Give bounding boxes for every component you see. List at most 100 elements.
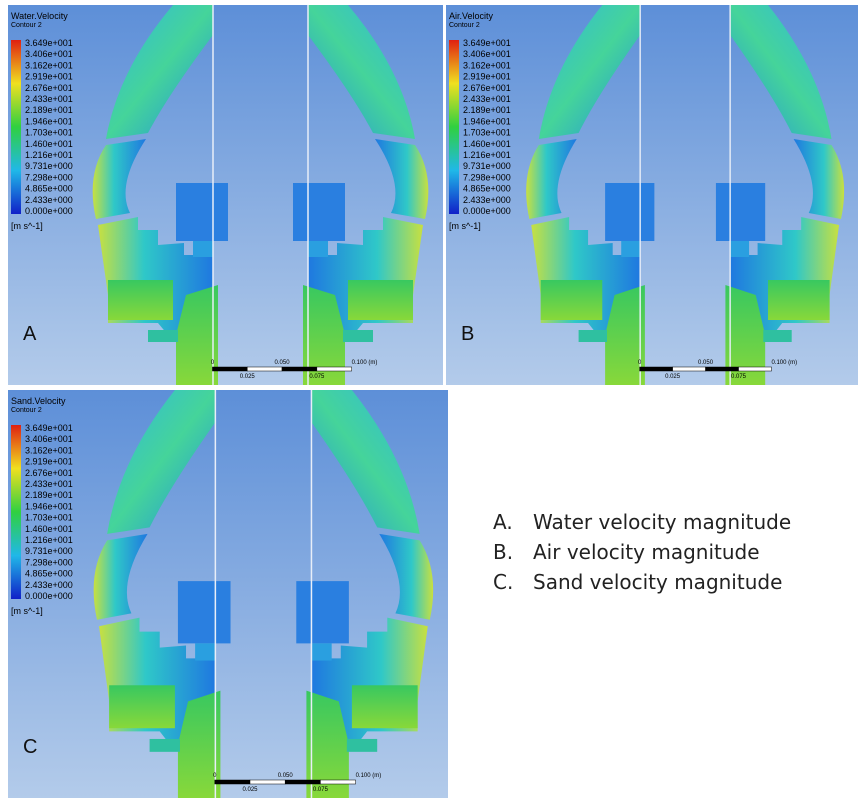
legend-title: Sand.Velocity [11, 396, 66, 406]
scale-label: 0.100 (m) [771, 360, 797, 366]
legend-label: 2.433e+001 [25, 94, 73, 104]
legend-label: 1.460e+001 [25, 139, 73, 149]
legend-subtitle: Contour 2 [449, 22, 480, 29]
legend-label: 2.189e+001 [25, 105, 73, 115]
scale-bar-segment [317, 367, 352, 371]
legend-label: 2.433e+000 [25, 195, 73, 205]
legend-label: 4.865e+000 [25, 184, 73, 194]
legend-label: 1.946e+001 [25, 501, 73, 511]
legend-label: 2.433e+001 [25, 479, 73, 489]
legend-label: 7.298e+000 [463, 172, 511, 182]
scale-bar-segment [739, 367, 772, 371]
legend-label: 3.162e+001 [463, 60, 511, 70]
scale-bar-segment [285, 780, 320, 784]
panel-letter: C [23, 736, 37, 758]
legend-label: 1.703e+001 [25, 513, 73, 523]
scale-label: 0.025 [242, 787, 258, 793]
legend-label: 2.433e+000 [463, 195, 511, 205]
scale-label: 0.025 [665, 374, 681, 380]
caption-marker: B. [493, 540, 513, 564]
scale-label: 0.050 [698, 360, 714, 366]
scale-label: 0.025 [240, 374, 256, 380]
flow-geometry [8, 390, 448, 798]
legend-label: 3.406e+001 [463, 49, 511, 59]
legend-label: 3.162e+001 [25, 60, 73, 70]
legend-label: 9.731e+000 [25, 546, 73, 556]
caption-text: Sand velocity magnitude [533, 570, 782, 594]
legend-label: 1.703e+001 [25, 128, 73, 138]
color-bar [11, 425, 21, 599]
scale-bar-segment [247, 367, 282, 371]
scale-bar-segment [282, 367, 317, 371]
panel-letter: B [461, 323, 474, 345]
legend-label: 0.000e+000 [25, 206, 73, 216]
scale-bar-segment [212, 367, 247, 371]
caption-text: Air velocity magnitude [533, 540, 760, 564]
scale-bar-segment [673, 367, 706, 371]
scale-label: 0.100 (m) [356, 773, 382, 779]
legend-label: 3.162e+001 [25, 445, 73, 455]
legend-label: 2.189e+001 [25, 490, 73, 500]
legend-label: 2.676e+001 [25, 83, 73, 93]
legend-label: 4.865e+000 [25, 569, 73, 579]
legend-label: 1.946e+001 [463, 116, 511, 126]
legend-label: 9.731e+000 [25, 161, 73, 171]
legend-label: 1.703e+001 [463, 128, 511, 138]
scale-bar-segment [640, 367, 673, 371]
legend-label: 0.000e+000 [25, 591, 73, 601]
color-bar [449, 40, 459, 214]
legend-label: 9.731e+000 [463, 161, 511, 171]
scale-label: 0.050 [275, 360, 291, 366]
scale-label: 0.075 [731, 374, 747, 380]
scale-label: 0.100 (m) [352, 360, 378, 366]
legend-label: 2.189e+001 [463, 105, 511, 115]
caption-marker: C. [493, 570, 513, 594]
legend-title: Air.Velocity [449, 11, 494, 21]
legend-label: 2.433e+000 [25, 580, 73, 590]
scale-label: 0.075 [309, 374, 325, 380]
legend-label: 1.946e+001 [25, 116, 73, 126]
legend-label: 3.649e+001 [25, 423, 73, 433]
legend-label: 2.919e+001 [463, 72, 511, 82]
legend-subtitle: Contour 2 [11, 22, 42, 29]
legend-subtitle: Contour 2 [11, 407, 42, 414]
scale-bar-segment [250, 780, 285, 784]
caption: A. Water velocity magnitude B. Air veloc… [493, 510, 791, 594]
legend-label: 2.919e+001 [25, 457, 73, 467]
legend-unit: [m s^-1] [11, 221, 43, 231]
legend-label: 3.406e+001 [25, 49, 73, 59]
legend-label: 4.865e+000 [463, 184, 511, 194]
legend-label: 2.676e+001 [25, 468, 73, 478]
scale-bar-segment [215, 780, 250, 784]
legend-label: 2.433e+001 [463, 94, 511, 104]
panel-letter: A [23, 323, 37, 345]
legend-label: 0.000e+000 [463, 206, 511, 216]
legend-label: 2.919e+001 [25, 72, 73, 82]
legend-label: 3.406e+001 [25, 434, 73, 444]
legend-unit: [m s^-1] [11, 606, 43, 616]
legend-label: 2.676e+001 [463, 83, 511, 93]
legend-label: 7.298e+000 [25, 557, 73, 567]
scale-label: 0.050 [278, 773, 294, 779]
legend-label: 3.649e+001 [25, 38, 73, 48]
scale-bar-segment [706, 367, 739, 371]
legend-label: 3.649e+001 [463, 38, 511, 48]
legend-unit: [m s^-1] [449, 221, 481, 231]
scale-label: 0.075 [313, 787, 329, 793]
legend-label: 1.460e+001 [25, 524, 73, 534]
scale-bar-segment [320, 780, 355, 784]
legend-label: 1.216e+001 [463, 150, 511, 160]
legend-label: 1.460e+001 [463, 139, 511, 149]
legend-label: 7.298e+000 [25, 172, 73, 182]
figure: Water.VelocityContour 23.649e+0013.406e+… [0, 0, 860, 803]
legend-title: Water.Velocity [11, 11, 68, 21]
color-bar [11, 40, 21, 214]
legend-label: 1.216e+001 [25, 150, 73, 160]
legend-label: 1.216e+001 [25, 535, 73, 545]
caption-marker: A. [493, 510, 513, 534]
caption-text: Water velocity magnitude [533, 510, 791, 534]
